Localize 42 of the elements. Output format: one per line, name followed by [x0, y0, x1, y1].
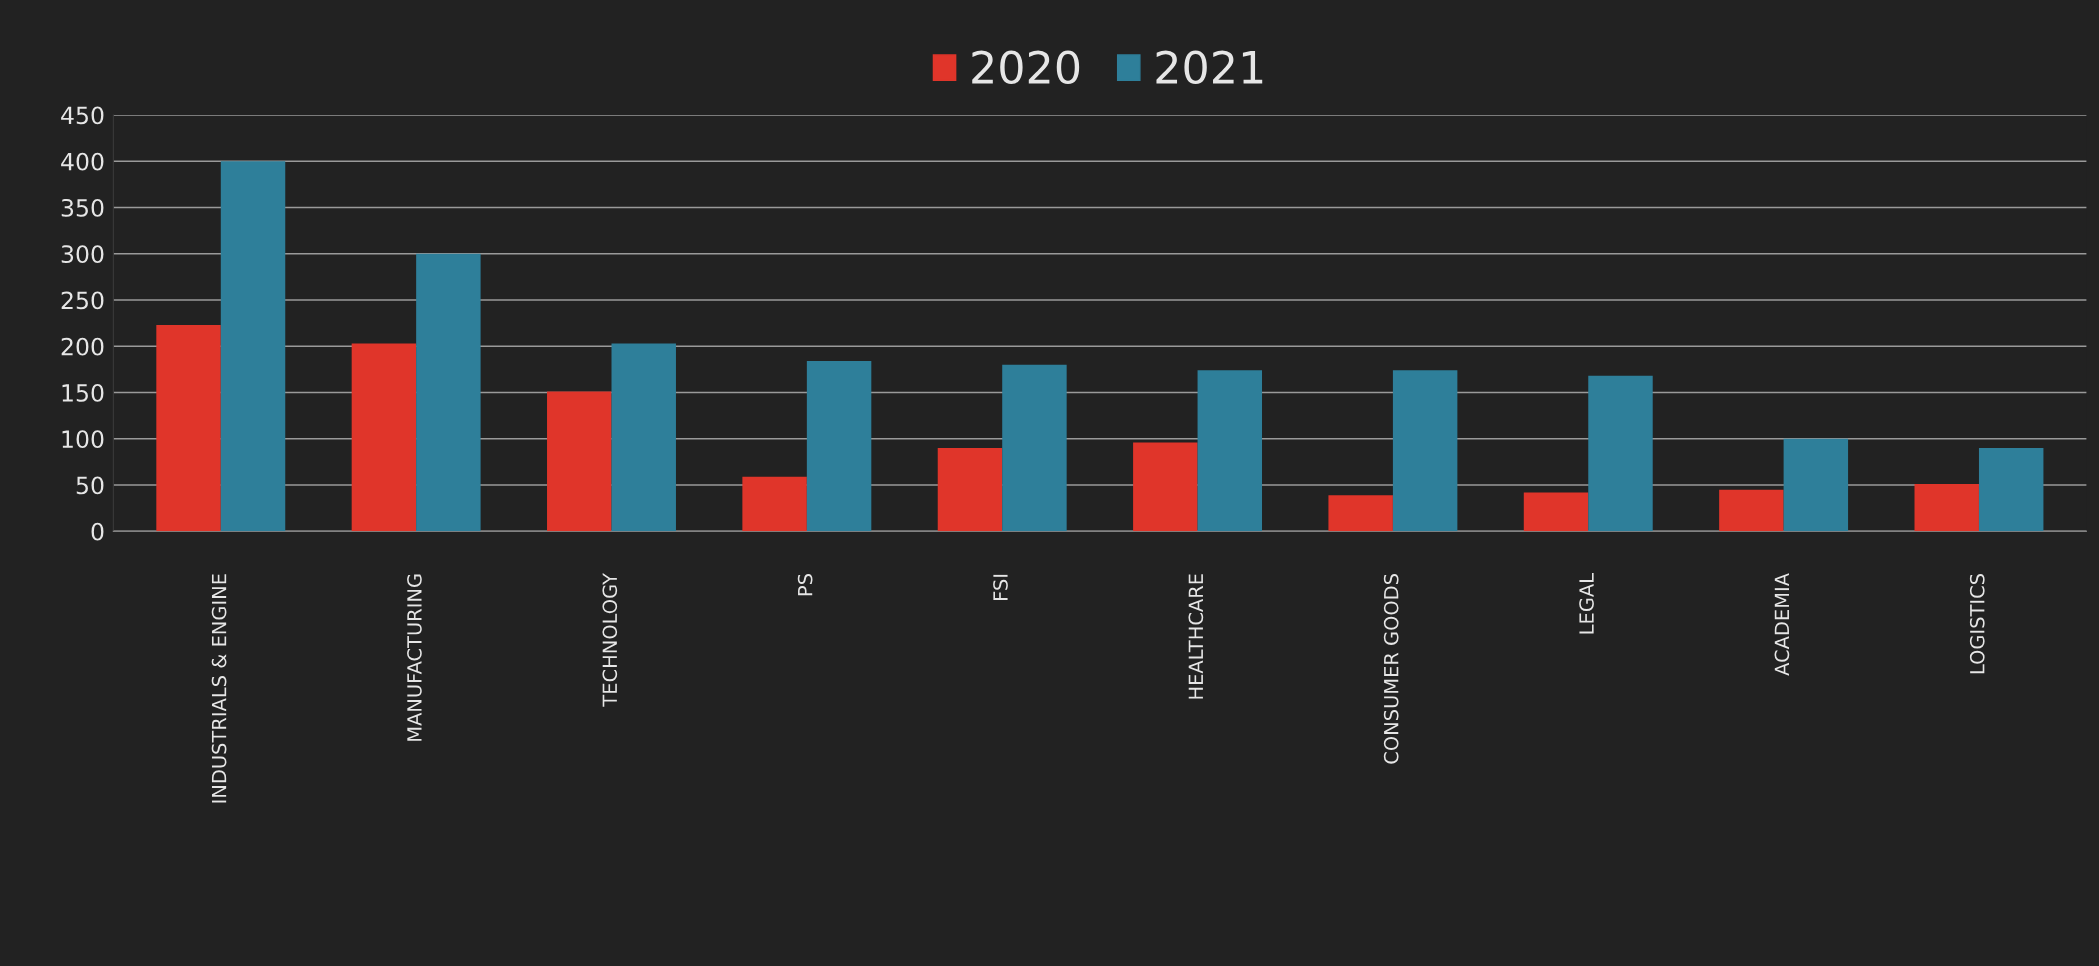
y-tick-label: 150 — [62, 383, 104, 402]
bar — [1523, 492, 1589, 532]
bar — [611, 343, 676, 532]
bar — [351, 343, 417, 532]
x-tick-label: FSI — [993, 574, 1008, 600]
bar — [1197, 370, 1263, 532]
y-tick-label: 400 — [61, 152, 104, 171]
bar — [1392, 370, 1458, 532]
bar — [1719, 489, 1784, 532]
bar — [1133, 442, 1198, 532]
y-tick-label: 50 — [76, 476, 104, 495]
x-tick-label: PS — [797, 574, 813, 596]
x-tick-label: HEALTHCARE — [1188, 574, 1204, 699]
x-tick-label: TECHNOLOGY — [602, 572, 618, 707]
y-tick-label: 250 — [61, 291, 104, 310]
bar — [806, 361, 872, 532]
x-tick-label: CONSUMER GOODS — [1383, 574, 1399, 764]
y-tick-label: 300 — [61, 245, 104, 264]
y-tick-label: 200 — [61, 337, 104, 356]
y-tick-label: 350 — [61, 198, 104, 217]
x-tick-label: INDUSTRIALS & ENGINE — [211, 574, 227, 803]
legend-label: 2020 — [972, 50, 1080, 85]
bar — [547, 391, 612, 532]
x-tick-label: MANUFACTURING — [407, 574, 422, 741]
bar — [156, 324, 221, 532]
bar — [937, 448, 1003, 532]
x-tick-label: ACADEMIA — [1774, 573, 1790, 676]
legend-label: 2021 — [1156, 50, 1263, 85]
bar — [416, 253, 481, 532]
x-tick-label: LOGISTICS — [1969, 574, 1985, 674]
bar — [220, 161, 286, 532]
bar — [1978, 448, 2044, 532]
x-tick-label: LEGAL — [1579, 573, 1594, 634]
y-tick-label: 0 — [91, 522, 104, 541]
bar — [1783, 438, 1849, 532]
y-tick-label: 450 — [61, 106, 104, 125]
bar — [1914, 484, 1979, 532]
bar — [1002, 364, 1067, 532]
bar — [1328, 495, 1393, 532]
y-tick-label: 100 — [62, 430, 104, 449]
bar — [742, 476, 807, 532]
bar — [1588, 375, 1653, 532]
